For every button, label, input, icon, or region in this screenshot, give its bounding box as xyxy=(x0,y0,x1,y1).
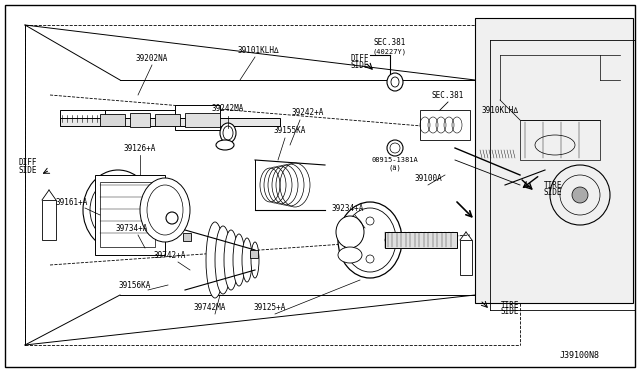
Ellipse shape xyxy=(338,247,362,263)
Ellipse shape xyxy=(387,73,403,91)
Text: DIFF: DIFF xyxy=(19,157,37,167)
Bar xyxy=(420,110,470,140)
Bar xyxy=(185,113,220,127)
Ellipse shape xyxy=(206,222,224,298)
Text: 39126+A: 39126+A xyxy=(124,144,156,153)
Ellipse shape xyxy=(220,123,236,143)
Ellipse shape xyxy=(140,178,190,242)
Text: DIFF: DIFF xyxy=(351,54,369,62)
Ellipse shape xyxy=(242,238,252,282)
Bar xyxy=(475,18,633,303)
Text: SIDE: SIDE xyxy=(19,166,37,174)
Text: 39156KA: 39156KA xyxy=(119,280,151,289)
Bar xyxy=(95,175,165,255)
Bar xyxy=(460,240,472,275)
Text: 39742MA: 39742MA xyxy=(194,304,226,312)
Ellipse shape xyxy=(83,170,153,250)
Ellipse shape xyxy=(251,242,259,278)
Bar xyxy=(130,113,150,127)
Bar xyxy=(155,114,180,126)
Text: TIRE: TIRE xyxy=(500,301,519,310)
Bar xyxy=(60,110,105,125)
Text: 08915-1381A: 08915-1381A xyxy=(372,157,419,163)
Bar xyxy=(183,233,191,241)
Text: 39242MA: 39242MA xyxy=(212,103,244,112)
Text: 3910KLH∆: 3910KLH∆ xyxy=(481,106,518,115)
Ellipse shape xyxy=(338,202,402,278)
Text: 39242+A: 39242+A xyxy=(292,108,324,116)
Ellipse shape xyxy=(224,230,238,290)
Bar xyxy=(175,105,220,130)
Text: SIDE: SIDE xyxy=(500,308,519,317)
Text: 39234+A: 39234+A xyxy=(332,203,364,212)
Bar xyxy=(385,232,457,248)
Text: SIDE: SIDE xyxy=(544,187,563,196)
Text: SEC.381: SEC.381 xyxy=(374,38,406,46)
Bar xyxy=(100,114,125,126)
Ellipse shape xyxy=(215,226,231,294)
Text: (ä): (ä) xyxy=(388,165,401,171)
Text: 39742+A: 39742+A xyxy=(154,250,186,260)
Ellipse shape xyxy=(233,234,245,286)
Text: 39161+A: 39161+A xyxy=(56,198,88,206)
Text: 39734+A: 39734+A xyxy=(116,224,148,232)
Ellipse shape xyxy=(216,140,234,150)
Text: 39202NA: 39202NA xyxy=(136,54,168,62)
Text: 39155KA: 39155KA xyxy=(274,125,306,135)
Bar xyxy=(60,118,280,126)
Ellipse shape xyxy=(336,216,364,248)
Text: SEC.381: SEC.381 xyxy=(432,90,464,99)
Text: (40227Y): (40227Y) xyxy=(373,49,407,55)
Text: TIRE: TIRE xyxy=(544,180,563,189)
Bar xyxy=(42,200,56,240)
Bar xyxy=(100,182,155,247)
Circle shape xyxy=(387,140,403,156)
Bar xyxy=(520,120,600,160)
Text: 39101KLH∆: 39101KLH∆ xyxy=(237,45,279,55)
Bar xyxy=(105,110,175,125)
Text: 39125+A: 39125+A xyxy=(254,304,286,312)
Text: J39100N8: J39100N8 xyxy=(560,350,600,359)
Circle shape xyxy=(572,187,588,203)
Circle shape xyxy=(166,212,178,224)
Text: SIDE: SIDE xyxy=(351,61,369,70)
Text: 39100A: 39100A xyxy=(414,173,442,183)
Bar xyxy=(250,250,258,258)
